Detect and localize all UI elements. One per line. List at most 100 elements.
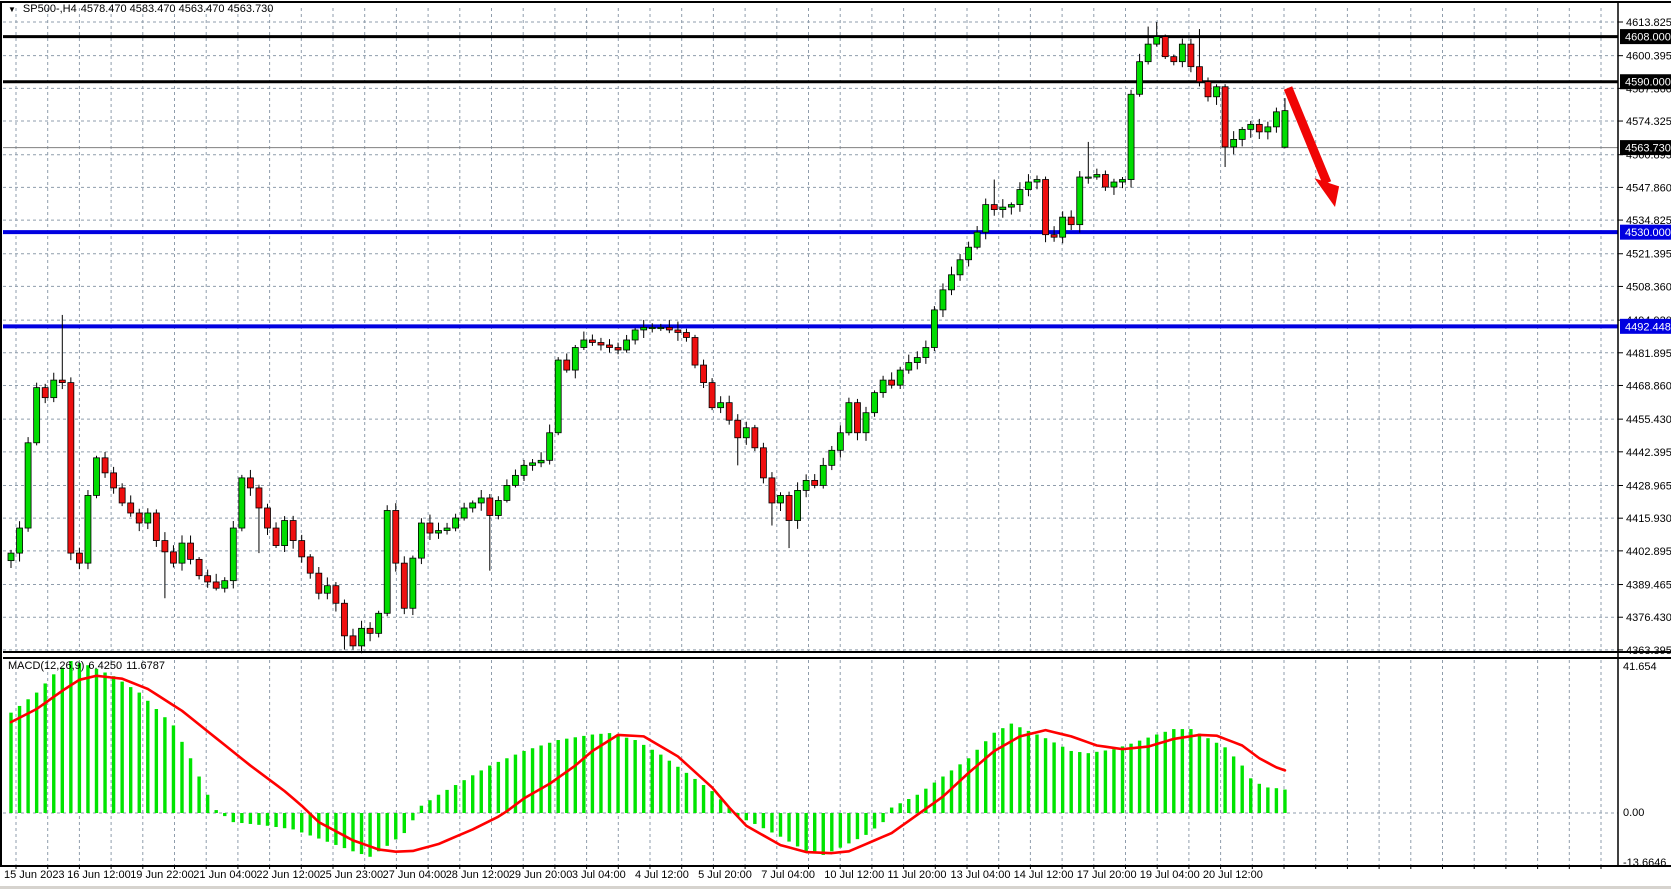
candle-body xyxy=(426,522,434,534)
candle-body xyxy=(315,572,323,594)
macd-histogram-bar xyxy=(804,813,808,852)
candle-body xyxy=(871,392,878,414)
macd-histogram-bar xyxy=(86,665,90,813)
macd-histogram-bar xyxy=(214,810,218,813)
candle-body xyxy=(554,359,562,434)
macd-histogram-bar xyxy=(428,800,432,813)
macd-axis-label: -13.6646 xyxy=(1623,857,1666,869)
candle-body xyxy=(700,364,707,384)
price-axis-label: 4521.395 xyxy=(1626,249,1671,261)
macd-histogram-bar xyxy=(813,813,817,854)
macd-histogram-bar xyxy=(34,692,39,813)
time-label: 11 Jul 20:00 xyxy=(887,869,947,881)
macd-histogram-bar xyxy=(180,741,184,813)
time-label: 10 Jul 12:00 xyxy=(824,869,885,881)
macd-histogram-bar xyxy=(120,681,124,813)
candle-body xyxy=(520,464,528,476)
candle-body xyxy=(905,362,913,371)
price-axis-label: 4481.895 xyxy=(1626,348,1671,360)
price-axis-label: 4428.965 xyxy=(1626,480,1671,492)
macd-histogram-bar xyxy=(1197,733,1202,813)
candle-body xyxy=(742,427,750,439)
macd-histogram-bar xyxy=(317,813,321,839)
candle-body xyxy=(913,357,921,363)
candle-body xyxy=(101,457,109,474)
macd-histogram-bar xyxy=(1137,740,1142,813)
macd-histogram-bar xyxy=(1129,743,1133,813)
macd-histogram-bar xyxy=(111,676,116,813)
candle-body xyxy=(135,512,143,524)
price-axis[interactable]: 4613.8254600.3954587.3604574.3254560.895… xyxy=(1618,17,1671,869)
candles-layer xyxy=(7,22,1289,654)
candle-body xyxy=(1050,234,1058,238)
candle-body xyxy=(760,447,767,479)
sell-arrow-annotation[interactable] xyxy=(1283,86,1340,207)
macd-histogram-bar xyxy=(334,813,338,845)
candle-body xyxy=(529,462,536,466)
candle-body xyxy=(1033,179,1041,183)
macd-histogram-bar xyxy=(932,782,937,813)
price-axis-label: 4613.825 xyxy=(1626,17,1671,29)
time-axis[interactable]: 15 Jun 2023 16 Jun 12:00 19 Jun 22:00 21 Ju… xyxy=(0,869,1671,885)
candle-body xyxy=(674,329,682,333)
time-label: 25 Jun 23:00 xyxy=(319,869,384,881)
macd-histogram-bar xyxy=(77,663,82,813)
macd-histogram-bar xyxy=(462,780,466,813)
macd-histogram-bar xyxy=(847,813,851,844)
macd-histogram-bar xyxy=(26,699,30,813)
macd-histogram-bar xyxy=(984,741,988,813)
candle-body xyxy=(358,627,365,647)
symbol-period-label: SP500-,H4 xyxy=(22,3,77,15)
macd-histogram-bar xyxy=(411,813,415,821)
candle-body xyxy=(691,337,699,366)
macd-histogram-bar xyxy=(949,770,954,813)
candle-body xyxy=(469,502,477,509)
candle-body xyxy=(828,449,836,466)
macd-axis-label: 0.00 xyxy=(1623,807,1644,819)
macd-histogram-bar xyxy=(1223,747,1227,813)
candle-body xyxy=(84,495,92,564)
candle-body xyxy=(144,512,152,524)
level-lines-layer xyxy=(3,35,1618,329)
macd-histogram-bar xyxy=(975,749,979,813)
macd-histogram-bar xyxy=(633,740,637,813)
macd-histogram-bar xyxy=(223,813,227,817)
macd-histogram-bar xyxy=(137,692,141,813)
candle-body xyxy=(221,580,229,589)
macd-histogram-bar xyxy=(642,744,646,813)
price-axis-label: 4415.930 xyxy=(1626,513,1671,525)
macd-histogram-bar xyxy=(154,709,159,813)
candle-body xyxy=(1196,66,1203,83)
macd-histogram-bar xyxy=(9,712,13,813)
macd-histogram-bar xyxy=(240,813,244,824)
frame-layer xyxy=(0,1,1671,867)
macd-histogram-bar xyxy=(342,813,347,849)
macd-histogram-bar xyxy=(419,805,424,813)
candle-body xyxy=(1264,126,1272,133)
candle-body xyxy=(452,517,460,529)
macd-histogram-bar xyxy=(727,807,731,813)
candle-body xyxy=(1110,181,1118,188)
price-tag-4492.448 xyxy=(1620,318,1671,334)
macd-histogram-bar xyxy=(257,813,261,825)
candle-body xyxy=(1187,43,1195,68)
macd-histogram-bar xyxy=(1214,742,1219,813)
candle-body xyxy=(255,487,263,509)
candle-body xyxy=(298,540,306,558)
macd-histogram-bar xyxy=(539,745,543,813)
macd-histogram-bar xyxy=(129,687,133,813)
candle-body xyxy=(289,520,297,541)
symbol-dropdown-icon[interactable]: ▼ xyxy=(8,5,16,14)
time-label: 19 Jun 22:00 xyxy=(130,869,194,881)
candle-body xyxy=(1076,176,1084,226)
macd-histogram-bar xyxy=(787,813,791,842)
candle-body xyxy=(1247,123,1255,130)
macd-histogram-bar xyxy=(436,794,441,813)
macd-histogram-bar xyxy=(915,794,919,813)
candle-body xyxy=(717,402,725,409)
macd-histogram-bar xyxy=(453,785,458,813)
candle-body xyxy=(332,585,340,604)
macd-histogram-bar xyxy=(291,813,295,830)
macd-histogram-bar xyxy=(1120,746,1125,813)
